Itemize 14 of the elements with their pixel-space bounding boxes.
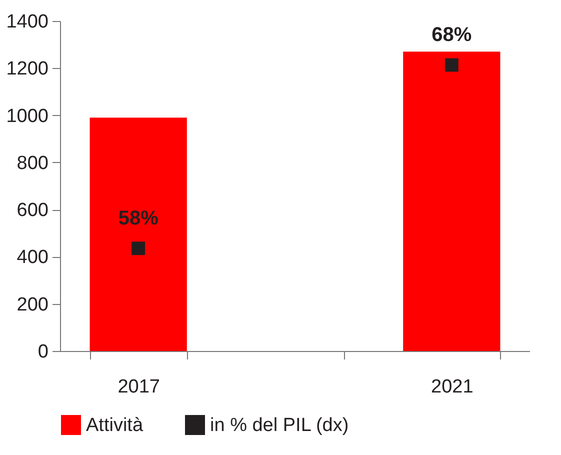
y-tick-label: 200 bbox=[16, 294, 48, 316]
x-tick-label: 2021 bbox=[431, 376, 474, 398]
legend-label: Attività bbox=[86, 415, 144, 436]
y-tick-label: 1400 bbox=[6, 12, 48, 32]
y-tick-label: 800 bbox=[16, 152, 48, 174]
y-tick-label: 0 bbox=[38, 342, 48, 362]
data-label: 68% bbox=[432, 24, 472, 46]
y-tick-label: 400 bbox=[16, 247, 48, 268]
x-tick-label: 2017 bbox=[118, 376, 160, 398]
y-tick-label: 600 bbox=[16, 200, 48, 222]
data-label: 58% bbox=[118, 207, 159, 230]
y-tick-label: 1200 bbox=[6, 58, 48, 80]
y-tick-label: 1000 bbox=[6, 106, 48, 127]
legend-label: in % del PIL (dx) bbox=[210, 415, 349, 436]
